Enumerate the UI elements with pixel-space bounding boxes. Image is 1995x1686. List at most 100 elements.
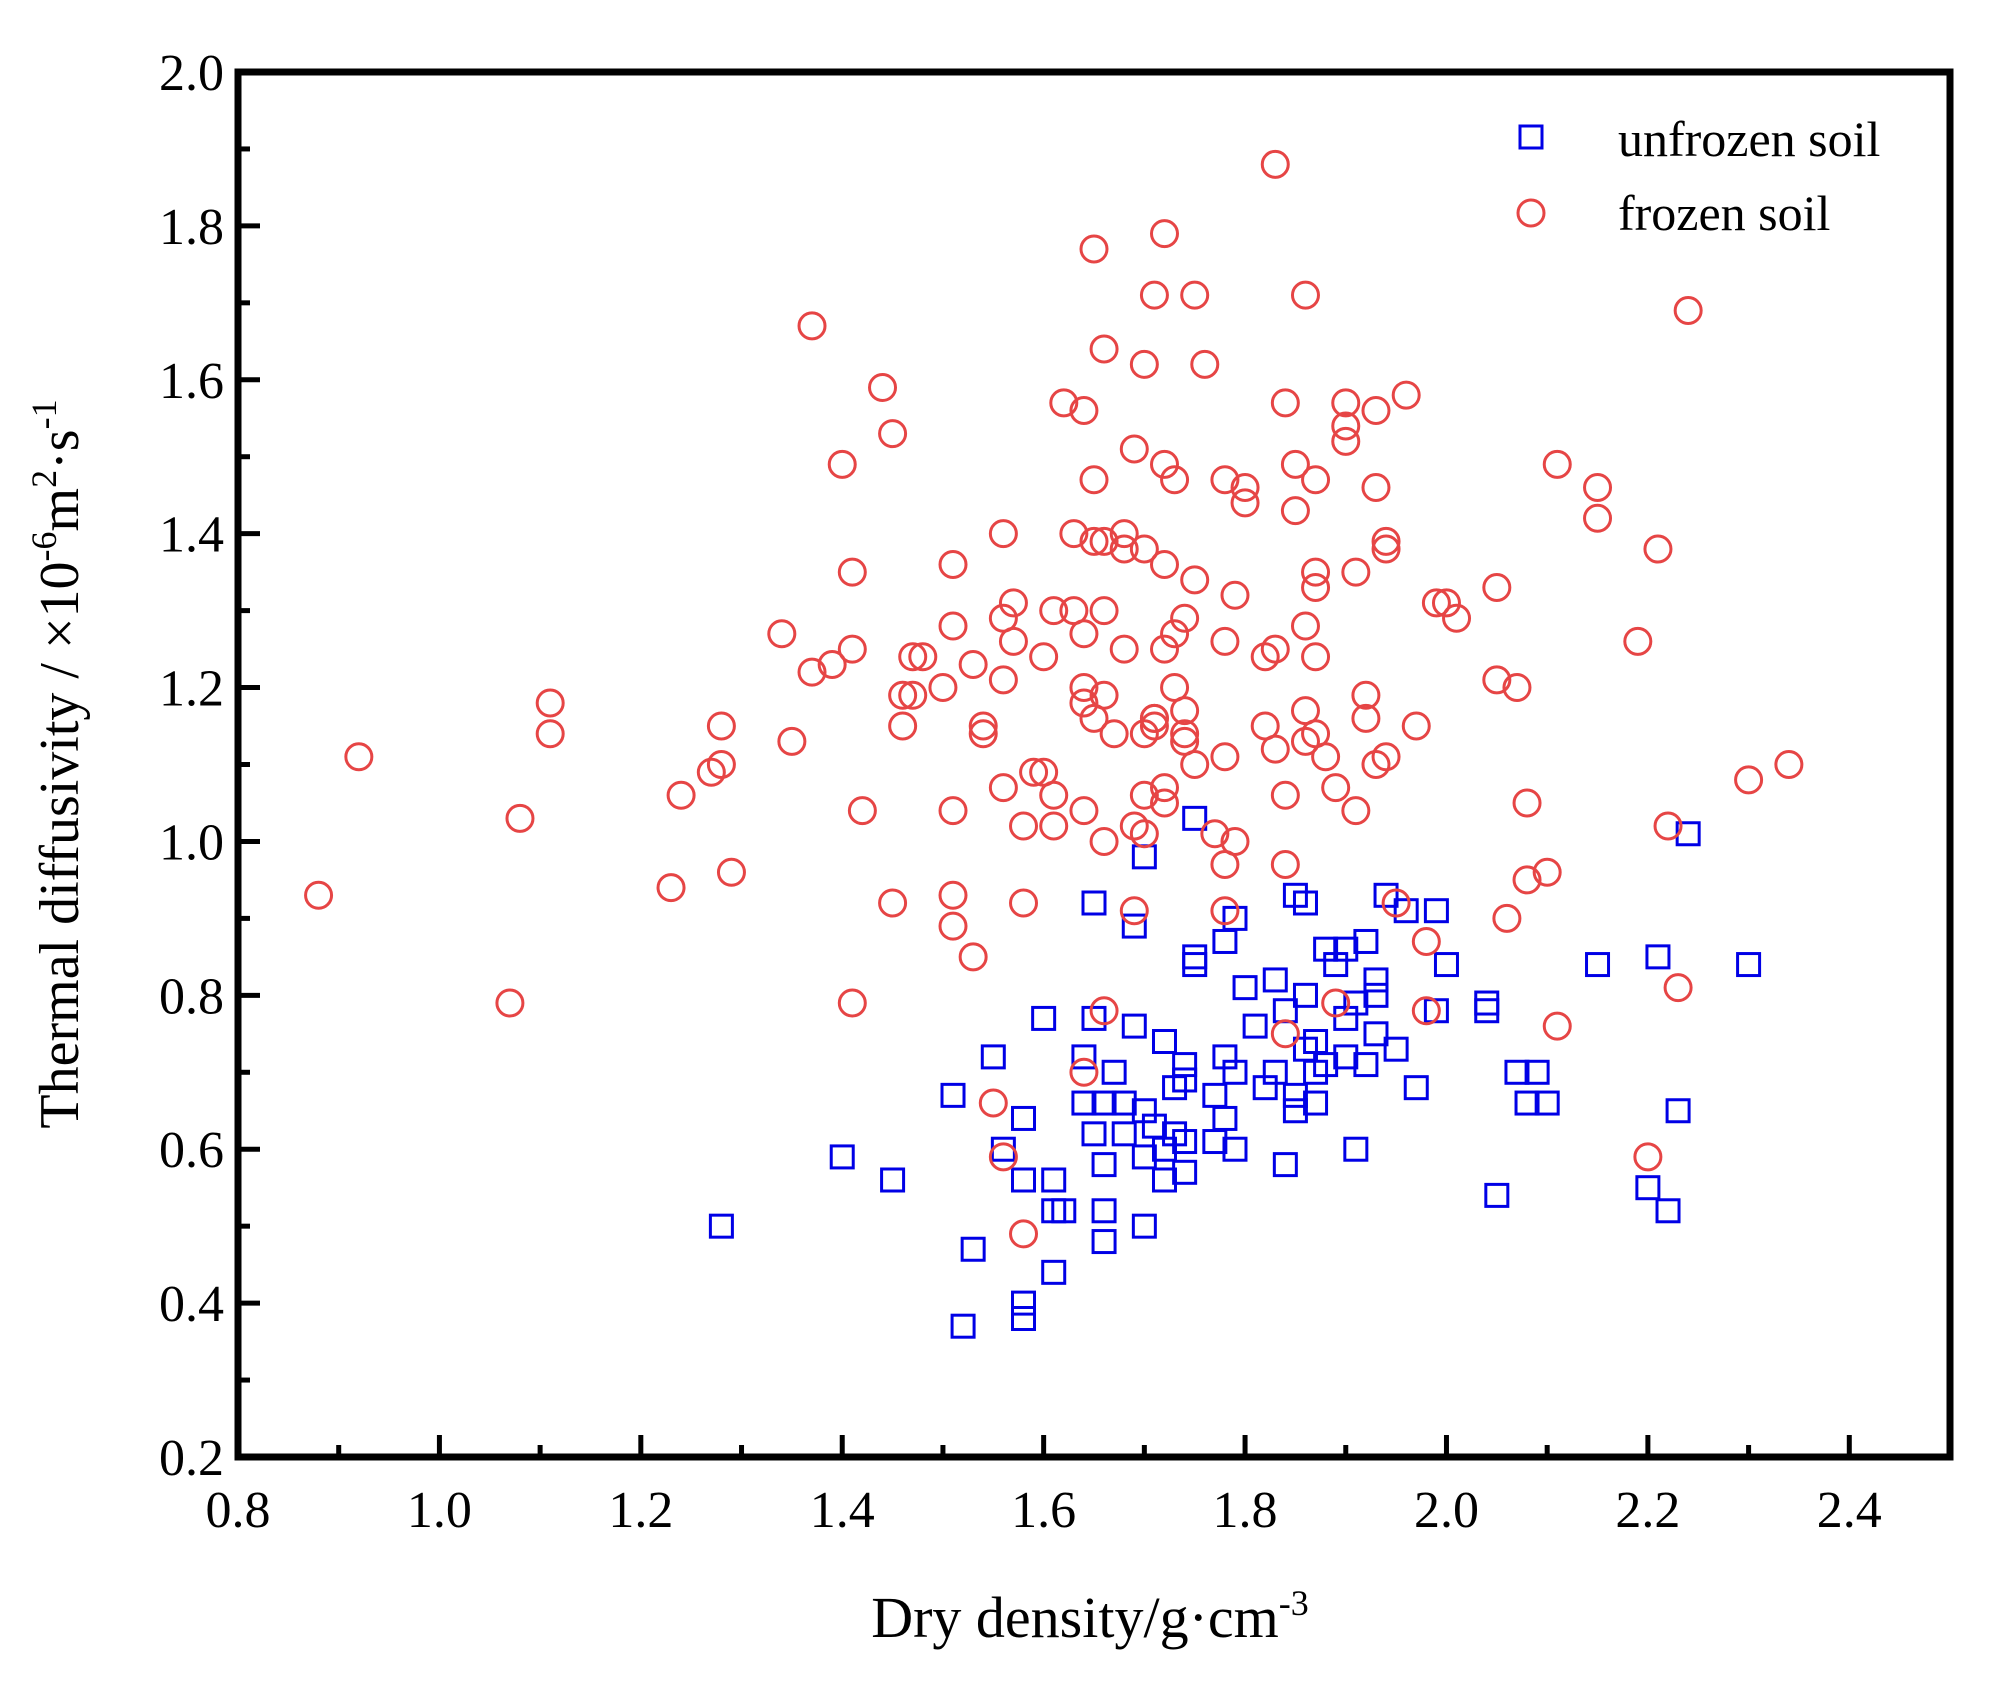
unfrozen-point (1524, 1059, 1550, 1085)
frozen-point (837, 988, 867, 1018)
frozen-point (1039, 596, 1069, 626)
unfrozen-point (1222, 1136, 1248, 1162)
frozen-point (958, 649, 988, 679)
unfrozen-point (1373, 882, 1399, 908)
frozen-point (988, 773, 1018, 803)
frozen-point (888, 680, 918, 710)
unfrozen-point (1585, 952, 1611, 978)
frozen-point (1341, 557, 1371, 587)
frozen-point (1280, 496, 1310, 526)
frozen-point (1230, 488, 1260, 518)
frozen-point (1431, 588, 1461, 618)
unfrozen-point (1343, 990, 1369, 1016)
frozen-point (706, 750, 736, 779)
y-tick-label: 2.0 (159, 45, 224, 102)
unfrozen-point (1091, 1229, 1117, 1255)
frozen-point (978, 1088, 1008, 1118)
unfrozen-point (1282, 1098, 1308, 1124)
unfrozen-point (1262, 1059, 1288, 1085)
frozen-point (1512, 865, 1542, 895)
unfrozen-point (1353, 928, 1379, 954)
unfrozen-point (1131, 1213, 1157, 1239)
y-axis-label-part2: m (29, 488, 91, 532)
unfrozen-point (1403, 1075, 1429, 1101)
frozen-point (888, 711, 918, 741)
frozen-point (797, 311, 827, 341)
unfrozen-point (1292, 890, 1318, 916)
y-tick-label: 0.6 (159, 1122, 224, 1179)
y-tick-label: 0.2 (159, 1430, 224, 1487)
unfrozen-point (1151, 1029, 1177, 1054)
x-tick-label: 2.0 (1414, 1482, 1479, 1539)
unfrozen-point (829, 1144, 855, 1170)
frozen-point (1019, 757, 1049, 787)
frozen-point (1411, 996, 1441, 1026)
unfrozen-point (1242, 1013, 1268, 1039)
frozen-point (988, 665, 1018, 695)
frozen-point (1069, 688, 1099, 718)
frozen-point (1149, 634, 1179, 664)
frozen-point (938, 611, 968, 641)
frozen-point (1210, 626, 1240, 656)
frozen-point (1059, 519, 1089, 549)
unfrozen-point (1222, 905, 1248, 931)
frozen-point (1089, 996, 1119, 1026)
frozen-point (1583, 473, 1613, 502)
frozen-point (1331, 388, 1361, 418)
frozen-point (1301, 557, 1331, 587)
frozen-point (1734, 765, 1764, 795)
frozen-point (696, 757, 726, 787)
unfrozen-point (980, 1044, 1006, 1070)
unfrozen-point (1333, 1044, 1359, 1070)
unfrozen-point (1011, 1306, 1037, 1331)
frozen-point (1230, 473, 1260, 502)
unfrozen-point (1313, 1052, 1339, 1078)
frozen-point (1371, 534, 1401, 564)
unfrozen-point (1051, 1198, 1077, 1224)
unfrozen-point (1736, 952, 1762, 978)
unfrozen-point (1474, 990, 1500, 1016)
frozen-point (304, 880, 334, 910)
unfrozen-point (1363, 982, 1389, 1008)
unfrozen-point (1282, 1082, 1308, 1108)
y-tick-label: 1.6 (159, 353, 224, 410)
series-unfrozen-soil (708, 805, 1762, 1339)
frozen-point (878, 419, 908, 449)
y-tick-label: 0.8 (159, 968, 224, 1025)
unfrozen-point (940, 1082, 966, 1108)
y-axis-label-sup1: -6 (24, 531, 64, 561)
unfrozen-point (1423, 998, 1449, 1024)
unfrozen-point (1151, 1167, 1177, 1193)
frozen-point (1331, 426, 1361, 456)
unfrozen-point (1212, 1105, 1238, 1131)
x-tick-label: 1.2 (608, 1482, 673, 1539)
frozen-point (1129, 819, 1159, 849)
frozen-point (1341, 796, 1371, 826)
frozen-point (1653, 811, 1683, 841)
frozen-point (1220, 580, 1250, 610)
unfrozen-point (1353, 1052, 1379, 1078)
frozen-point (1170, 696, 1200, 726)
frozen-point (1009, 1219, 1039, 1249)
frozen-point (1311, 742, 1341, 772)
frozen-point (1009, 888, 1039, 918)
unfrozen-point (1101, 1059, 1127, 1085)
frozen-point (1351, 703, 1381, 733)
frozen-point (1301, 573, 1331, 603)
frozen-point (656, 873, 686, 903)
frozen-point (1482, 665, 1512, 695)
unfrozen-point (1121, 913, 1147, 939)
frozen-point (868, 372, 898, 402)
unfrozen-point (1011, 1290, 1037, 1316)
frozen-point (1250, 642, 1280, 672)
frozen-point (1210, 465, 1240, 495)
frozen-point (1673, 296, 1703, 326)
frozen-point (1260, 634, 1290, 664)
frozen-point (1160, 465, 1190, 495)
frozen-point (1170, 603, 1200, 633)
frozen-point (1129, 349, 1159, 379)
unfrozen-point (1363, 967, 1389, 993)
x-tick-label: 1.6 (1011, 1482, 1076, 1539)
y-tick-label: 1.4 (159, 507, 224, 564)
series-frozen-soil (304, 149, 1804, 1249)
